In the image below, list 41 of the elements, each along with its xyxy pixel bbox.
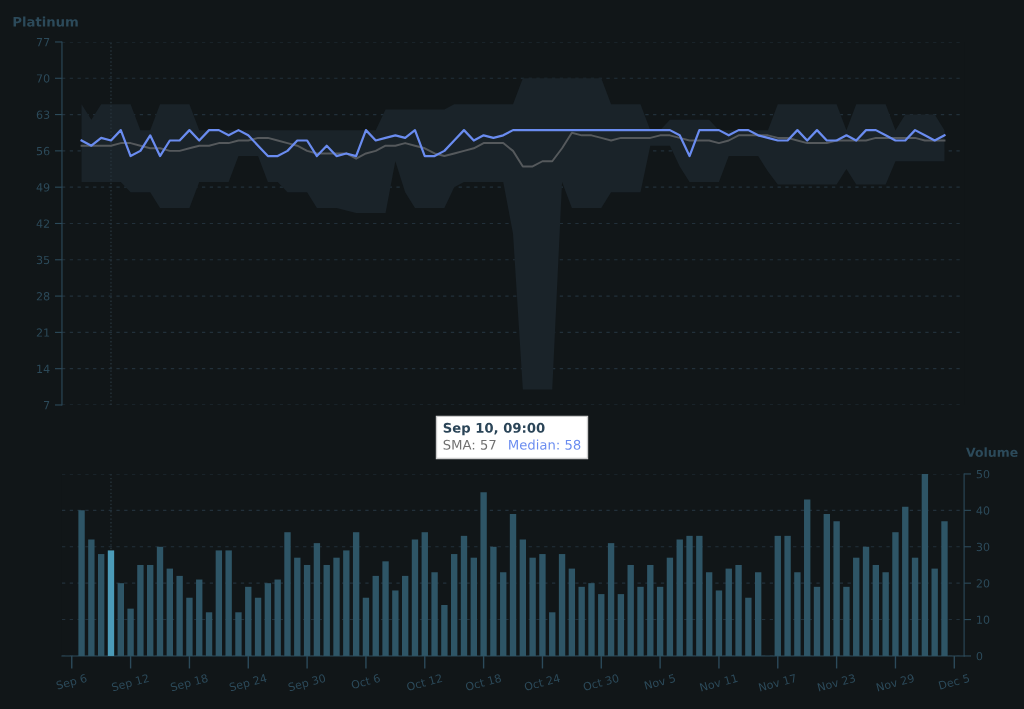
y-tick-label: 0 — [976, 651, 983, 661]
text: SMA: 57 — [443, 439, 496, 450]
x-tick-label: Oct 12 — [406, 673, 443, 692]
x-tick-label: Nov 11 — [699, 673, 738, 692]
x-tick-label: Nov 23 — [817, 673, 856, 692]
y-tick-label: 50 — [976, 469, 990, 479]
x-tick-label: Nov 17 — [758, 673, 797, 692]
y-tick-label: 21 — [36, 328, 50, 337]
chart-title: Platinum — [13, 16, 78, 27]
text: Median: 58 — [509, 439, 581, 450]
x-tick-label: Sep 30 — [287, 673, 327, 694]
y-tick-label: 10 — [977, 615, 990, 624]
x-tick-label: Oct 30 — [582, 673, 620, 692]
y-axis-title: Volume — [966, 447, 1018, 457]
y-tick-label: 14 — [37, 364, 50, 373]
y-tick-label: 63 — [36, 110, 50, 119]
y-tick-label: 35 — [36, 255, 50, 265]
y-tick-label: 40 — [976, 506, 990, 515]
bar — [107, 550, 115, 656]
x-tick-label: Oct 6 — [350, 673, 381, 690]
x-tick-label: Nov 5 — [644, 673, 676, 690]
line-series — [80, 131, 946, 168]
text: Sep 10, 09:00 — [443, 422, 545, 436]
y-tick-label: 28 — [36, 292, 50, 301]
y-tick-label: 42 — [36, 219, 50, 228]
x-tick-label: Sep 6 — [55, 673, 88, 692]
line-series — [80, 129, 946, 158]
y-tick-label: 20 — [976, 579, 990, 588]
x-tick-label: Oct 24 — [523, 673, 561, 692]
x-tick-label: Dec 5 — [938, 673, 970, 690]
y-tick-label: 77 — [36, 38, 50, 47]
y-tick-label: 70 — [36, 74, 50, 83]
x-tick-label: Nov 29 — [876, 673, 915, 692]
x-tick-label: Sep 24 — [228, 673, 268, 694]
x-tick-label: Sep 12 — [111, 673, 150, 694]
x-tick-label: Oct 18 — [465, 673, 502, 692]
y-tick-label: 30 — [976, 542, 990, 552]
y-tick-label: 49 — [36, 183, 50, 192]
x-tick-label: Sep 18 — [170, 673, 209, 694]
y-tick-label: 7 — [43, 401, 50, 410]
y-tick-label: 56 — [36, 146, 50, 156]
